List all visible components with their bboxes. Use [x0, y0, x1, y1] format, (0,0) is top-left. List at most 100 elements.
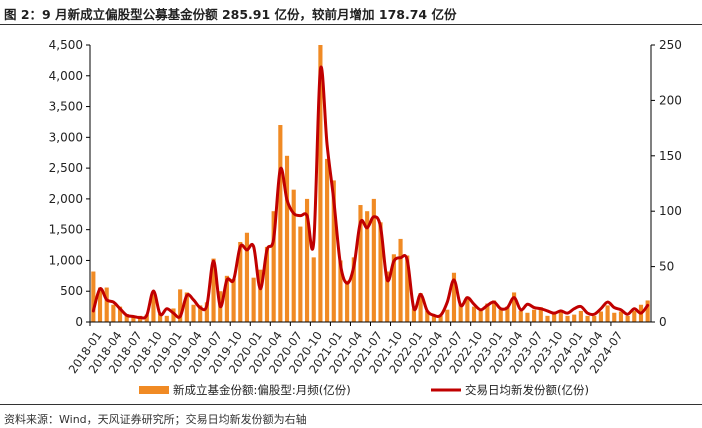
bar: [191, 304, 196, 322]
bar: [378, 222, 383, 322]
bar: [532, 309, 537, 322]
left-tick-label: 2,000: [49, 192, 83, 206]
left-tick-label: 500: [60, 284, 83, 298]
chart-title: 图 2：9 月新成立偏股型公募基金份额 285.91 亿份，较前月增加 178.…: [4, 7, 457, 22]
x-axis-ticks: 2018-012018-042018-072018-102019-012019-…: [66, 322, 626, 376]
chart-canvas: 05001,0001,5002,0002,5003,0003,5004,0004…: [49, 38, 682, 397]
bar: [518, 310, 523, 322]
bar: [598, 311, 603, 322]
bar: [451, 272, 457, 322]
bar: [97, 287, 103, 322]
bar: [164, 315, 169, 322]
bar: [411, 308, 416, 322]
bar: [111, 304, 116, 322]
right-tick-label: 50: [659, 260, 674, 274]
bar: [258, 269, 263, 322]
left-tick-label: 4,500: [49, 38, 83, 52]
bar: [304, 198, 310, 322]
title-rule: [0, 24, 702, 25]
bar: [238, 241, 243, 322]
bar: [264, 246, 270, 322]
bar: [585, 315, 590, 322]
right-axis-ticks: 0 50 100 150 200 250: [651, 38, 682, 329]
bar: [612, 312, 617, 322]
line-series: [91, 65, 650, 320]
bar: [131, 315, 136, 322]
bar: [558, 311, 563, 322]
bar: [405, 255, 410, 322]
bar: [425, 310, 430, 322]
bar: [351, 257, 356, 322]
source-rule: [0, 404, 702, 405]
bar: [284, 155, 290, 322]
bar: [565, 315, 570, 322]
bar: [158, 314, 163, 322]
bar: [578, 310, 583, 322]
bar: [298, 226, 303, 322]
left-tick-label: 0: [75, 315, 83, 329]
bar: [251, 277, 256, 322]
bar: [438, 315, 443, 322]
bar: [605, 305, 610, 322]
bar: [592, 315, 597, 322]
left-tick-label: 1,500: [49, 223, 83, 237]
right-tick-label: 250: [659, 38, 682, 52]
bar: [291, 189, 296, 322]
bar: [144, 314, 149, 322]
left-tick-label: 1,000: [49, 253, 83, 267]
bar: [151, 291, 156, 322]
bar: [398, 238, 403, 322]
bar: [431, 314, 437, 322]
bar: [478, 310, 483, 322]
source-note: 资料来源：Wind，天风证券研究所；交易日均新发份额为右轴: [4, 413, 307, 426]
right-tick-label: 150: [659, 149, 682, 163]
bar: [358, 205, 363, 322]
bar: [338, 260, 343, 322]
bar: [572, 314, 577, 322]
right-tick-label: 100: [659, 204, 682, 218]
bar: [645, 300, 650, 322]
bar: [512, 292, 517, 322]
legend-line-label: 交易日均新发份额(亿份): [465, 383, 589, 397]
right-tick-label: 0: [659, 315, 667, 329]
bar: [91, 271, 96, 322]
legend-bar-swatch: [139, 386, 169, 394]
bar: [471, 306, 477, 322]
bar: [445, 309, 450, 322]
bar: [244, 232, 250, 322]
bar: [211, 258, 216, 322]
bar: [318, 45, 323, 322]
bar: [278, 125, 283, 323]
bar: [171, 308, 176, 322]
bar: [231, 278, 236, 322]
bar: [104, 287, 109, 322]
bar: [331, 180, 336, 322]
bar: [365, 211, 370, 322]
bar: [124, 314, 129, 322]
bar: [552, 312, 557, 322]
bar: [325, 158, 330, 322]
left-tick-label: 3,500: [49, 100, 83, 114]
left-axis-ticks: 0 500 1,000 1,500 2,000 2,500 3,000 3,500 4,000 4…: [49, 38, 90, 329]
left-tick-label: 3,000: [49, 130, 83, 144]
bar: [311, 257, 316, 322]
bar: [385, 271, 390, 322]
legend: 新成立基金份额:偏股型:月频(亿份) 交易日均新发份额(亿份): [139, 383, 589, 397]
bar: [271, 211, 276, 322]
bar: [625, 315, 630, 322]
bar: [391, 254, 396, 322]
bar-series: [91, 45, 650, 323]
bar: [498, 309, 503, 322]
legend-bar-label: 新成立基金份额:偏股型:月频(亿份): [173, 383, 351, 397]
left-tick-label: 2,500: [49, 161, 83, 175]
bar: [345, 280, 350, 322]
bar: [545, 315, 550, 322]
bar: [491, 300, 497, 322]
left-tick-label: 4,000: [49, 69, 83, 83]
bar: [418, 293, 423, 322]
bar: [458, 303, 463, 322]
right-tick-label: 200: [659, 93, 682, 107]
bar: [525, 312, 530, 322]
bar: [117, 306, 123, 322]
bar: [178, 289, 183, 322]
